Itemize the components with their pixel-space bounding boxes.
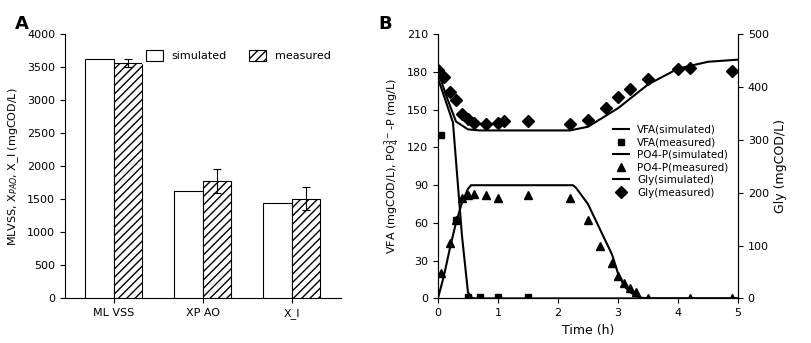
Bar [114,63,142,298]
Bar [174,191,203,298]
Y-axis label: MLVSS, X$_{PAO}$, X_I (mgCOD/L): MLVSS, X$_{PAO}$, X_I (mgCOD/L) [6,87,21,246]
Bar [203,181,231,298]
Text: B: B [378,15,392,33]
Legend: simulated, measured: simulated, measured [142,45,335,66]
Bar [85,59,114,298]
Bar [292,199,320,298]
Text: A: A [15,15,29,33]
Y-axis label: Gly (mgCOD/L): Gly (mgCOD/L) [775,119,787,213]
Legend: VFA(simulated), VFA(measured), PO4-P(simulated), PO4-P(measured), Gly(simulated): VFA(simulated), VFA(measured), PO4-P(sim… [609,120,733,202]
X-axis label: Time (h): Time (h) [562,324,614,337]
Bar [264,203,292,298]
Y-axis label: VFA (mgCOD/L), PO$_4^{3-}$-P (mg/L): VFA (mgCOD/L), PO$_4^{3-}$-P (mg/L) [382,78,401,255]
